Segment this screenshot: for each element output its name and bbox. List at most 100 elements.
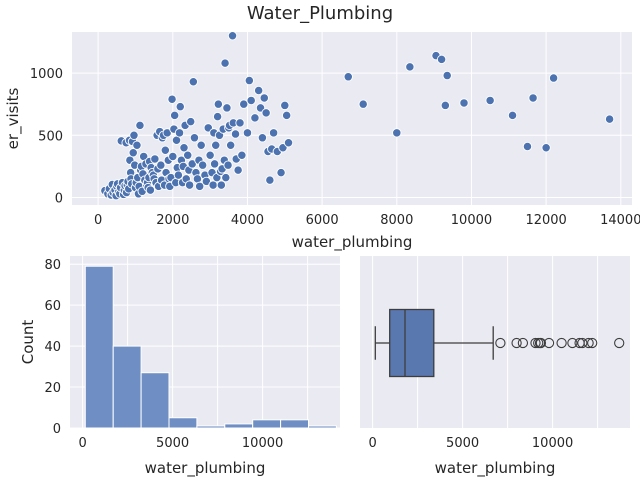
- scatter-point: [128, 148, 138, 158]
- boxplot-panel: 0 5000 10000 water_plumbing: [360, 256, 630, 478]
- scatter-point: [205, 150, 215, 160]
- scatter-point: [226, 140, 236, 150]
- scatter-x-tick-label: 8000: [380, 213, 413, 228]
- histogram-bar: [252, 419, 282, 429]
- scatter-point: [160, 145, 170, 155]
- scatter-x-tick-label: 0: [94, 213, 102, 228]
- boxplot-x-tick-label: 10000: [532, 436, 573, 451]
- scatter-point: [261, 108, 271, 118]
- scatter-y-tick-label: 1000: [30, 67, 63, 82]
- scatter-x-tick-label: 12000: [525, 213, 566, 228]
- scatter-y-tick-label: 500: [38, 129, 63, 144]
- scatter-panel: 0 2000 4000 6000 8000 10000 12000 14000 0 500 1000…: [4, 31, 640, 252]
- scatter-point: [173, 170, 184, 180]
- scatter-y-axis-label: er_visits: [4, 88, 23, 150]
- scatter-point: [522, 141, 533, 152]
- scatter-point: [541, 143, 551, 153]
- scatter-point: [189, 133, 200, 143]
- scatter-point: [211, 140, 221, 150]
- scatter-point: [250, 113, 260, 123]
- boxplot-outlier: [535, 337, 547, 349]
- histogram-y-tick-label: 60: [44, 299, 61, 314]
- scatter-point: [145, 185, 156, 195]
- scatter-point: [237, 150, 247, 160]
- histogram-y-tick-label: 80: [44, 258, 61, 273]
- scatter-point: [239, 99, 249, 109]
- scatter-point: [222, 103, 232, 113]
- scatter-point: [216, 180, 226, 190]
- scatter-point: [442, 70, 452, 81]
- histogram-x-axis-label: water_plumbing: [145, 459, 266, 478]
- scatter-point: [276, 167, 286, 178]
- figure-title: Water_Plumbing: [247, 3, 393, 24]
- scatter-point: [604, 114, 615, 124]
- scatter-point: [184, 180, 195, 190]
- scatter-point: [230, 129, 241, 139]
- scatter-point: [227, 31, 238, 41]
- scatter-point: [343, 72, 353, 82]
- scatter-point: [174, 128, 185, 138]
- boxplot-outlier: [543, 337, 555, 349]
- scatter-point: [135, 120, 145, 130]
- scatter-point: [212, 111, 223, 122]
- scatter-point: [246, 95, 256, 106]
- histogram-panel: 0 20 40 60 80 0 5000 10000 water_plumbing Count: [19, 256, 340, 478]
- boxplot-outlier: [517, 337, 529, 349]
- scatter-point: [129, 130, 139, 140]
- scatter-point: [392, 128, 402, 138]
- scatter-point: [254, 85, 264, 96]
- boxplot-outlier: [530, 337, 541, 349]
- histogram-bar: [112, 345, 142, 429]
- scatter-point: [440, 100, 450, 111]
- scatter-y-tick-label: 0: [55, 192, 63, 207]
- scatter-point: [188, 77, 198, 87]
- histogram-bar: [140, 372, 170, 429]
- boxplot-outlier: [583, 337, 594, 349]
- boxplot-outlier: [614, 337, 625, 349]
- scatter-point: [198, 160, 208, 170]
- scatter-point: [213, 99, 223, 109]
- scatter-point: [186, 116, 196, 127]
- boxplot-outlier: [495, 337, 506, 349]
- scatter-x-tick-label: 4000: [231, 213, 264, 228]
- histogram-y-tick-label: 40: [44, 340, 61, 355]
- scatter-point: [280, 100, 290, 111]
- scatter-point: [485, 95, 495, 106]
- histogram-bar: [196, 425, 226, 429]
- boxplot-outlier: [511, 337, 522, 349]
- scatter-point: [170, 110, 180, 121]
- scatter-point: [259, 93, 269, 103]
- scatter-point: [548, 73, 559, 83]
- scatter-point: [183, 150, 193, 160]
- scatter-point: [268, 128, 279, 138]
- scatter-point: [405, 62, 415, 72]
- scatter-point: [235, 118, 245, 128]
- scatter-point: [244, 75, 254, 86]
- histogram-bar: [308, 425, 337, 429]
- scatter-point: [257, 133, 268, 143]
- scatter-point: [358, 99, 368, 109]
- histogram-y-tick-label: 20: [44, 381, 61, 396]
- histogram-bar: [224, 423, 254, 429]
- scatter-point: [242, 128, 253, 138]
- scatter-point: [221, 172, 231, 183]
- scatter-point: [132, 140, 142, 150]
- scatter-x-tick-label: 6000: [306, 213, 339, 228]
- scatter-point: [175, 102, 185, 112]
- scatter-point: [507, 110, 518, 121]
- scatter-point: [233, 165, 243, 175]
- histogram-y-tick-label: 0: [53, 422, 61, 437]
- boxplot-outlier: [587, 337, 598, 349]
- boxplot-outlier: [567, 337, 578, 349]
- scatter-point: [167, 94, 177, 104]
- scatter-point: [150, 154, 160, 164]
- boxplot-x-tick-label: 0: [368, 436, 376, 451]
- scatter-point: [220, 58, 230, 68]
- boxplot-x-tick-label: 5000: [446, 436, 479, 451]
- scatter-point: [179, 143, 189, 153]
- boxplot-outlier: [556, 337, 567, 349]
- scatter-point: [283, 138, 294, 148]
- histogram-x-tick-label: 10000: [242, 436, 283, 451]
- scatter-x-axis-label: water_plumbing: [292, 233, 413, 252]
